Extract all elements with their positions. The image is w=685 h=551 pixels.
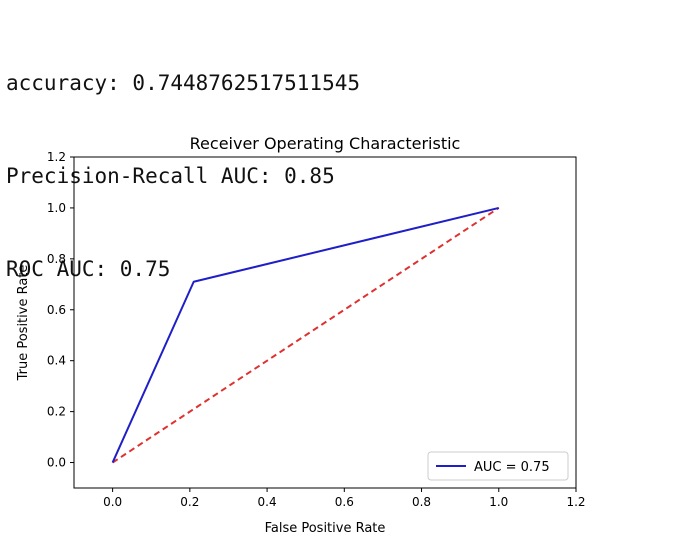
chart-title: Receiver Operating Characteristic (190, 134, 461, 153)
output-text: accuracy: 0.7448762517511545 Precision-R… (6, 6, 360, 316)
y-tick-label: 0.6 (47, 303, 66, 317)
pr-auc-line: Precision-Recall AUC: 0.85 (6, 164, 335, 188)
y-tick-label: 0.2 (47, 405, 66, 419)
y-tick-label: 0.0 (47, 456, 66, 470)
diagonal-reference-line (112, 207, 500, 464)
y-axis-label: True Positive Rate (16, 265, 31, 382)
x-axis-label: False Positive Rate (265, 521, 386, 536)
y-tick-label: 1.2 (47, 150, 66, 164)
x-tick-label: 1.0 (489, 495, 508, 509)
roc-curve-line (111, 206, 500, 463)
legend-box (427, 451, 569, 481)
x-tick-label: 0.2 (180, 495, 199, 509)
chart-marks (111, 206, 500, 464)
chart-legend: AUC = 0.75 (427, 451, 569, 481)
plot-frame (73, 156, 577, 489)
x-tick-label: 0.4 (258, 495, 277, 509)
x-tick-label: 1.2 (566, 495, 585, 509)
y-tick-label: 0.8 (47, 252, 66, 266)
legend-label: AUC = 0.75 (474, 460, 550, 475)
x-tick-label: 0.0 (103, 495, 122, 509)
chart-ticks: 0.0 0.2 0.4 0.6 0.8 1.0 1.2 0.0 0.2 0.4 0.6 0.8 1.0 1… (47, 150, 586, 509)
accuracy-line: accuracy: 0.7448762517511545 (6, 71, 361, 95)
y-tick-label: 0.4 (47, 354, 66, 368)
y-tick-label: 1.0 (47, 201, 66, 215)
x-tick-label: 0.6 (335, 495, 354, 509)
roc-auc-line: ROC AUC: 0.75 (6, 257, 171, 281)
x-tick-label: 0.8 (412, 495, 431, 509)
